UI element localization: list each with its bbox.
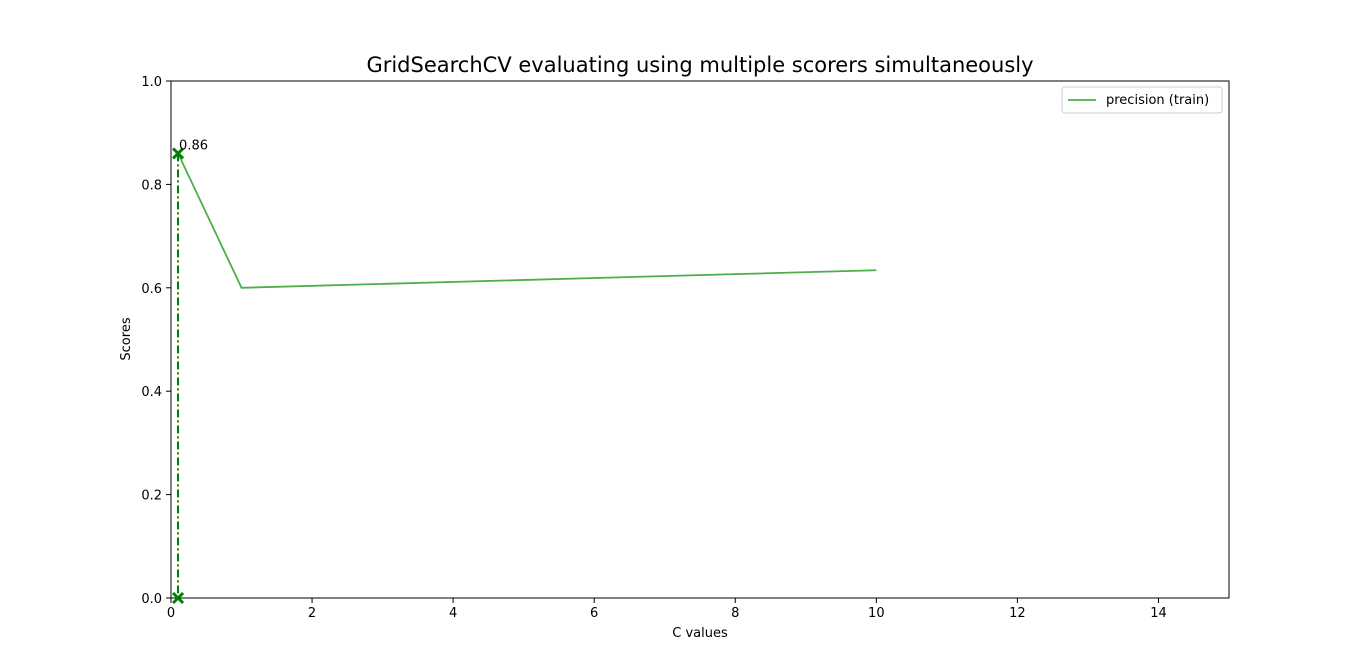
x-tick-label: 4 <box>449 606 457 621</box>
best-score-marker <box>171 147 185 160</box>
y-tick-label: 0.6 <box>141 282 162 297</box>
plot-area <box>170 80 1230 599</box>
x-tick-label: 6 <box>590 606 598 621</box>
x-tick-label: 0 <box>167 606 175 621</box>
x-axis-label: C values <box>672 626 728 641</box>
series-line-0 <box>177 152 877 289</box>
plot-frame <box>170 80 1230 599</box>
y-tick-label: 0.2 <box>141 489 162 504</box>
y-tick-label: 1.0 <box>141 75 162 90</box>
best-score-base-marker <box>171 591 185 605</box>
legend-box <box>1061 86 1223 114</box>
y-tick-label: 0.8 <box>141 178 162 193</box>
x-tick-label: 10 <box>868 606 885 621</box>
x-tick-label: 14 <box>1150 606 1167 621</box>
series-layer <box>177 152 877 289</box>
y-tick-label: 0.4 <box>141 385 162 400</box>
best-score-label: 0.86 <box>179 138 208 153</box>
x-tick-label: 8 <box>731 606 739 621</box>
y-tick-label: 0.0 <box>141 592 162 607</box>
x-axis-ticks: 0 2 4 6 8 10 12 14 <box>167 598 1167 621</box>
y-axis-ticks: 0.0 0.2 0.4 0.6 0.8 1.0 <box>141 75 171 607</box>
legend-entry: precision (train) <box>1106 93 1209 108</box>
x-tick-label: 2 <box>308 606 316 621</box>
y-axis-label: Scores <box>119 317 134 360</box>
chart-title: GridSearchCV evaluating using multiple s… <box>366 53 1033 77</box>
legend: precision (train) <box>1061 86 1223 114</box>
best-marker-layer: 0.86 <box>171 138 208 605</box>
x-tick-label: 12 <box>1009 606 1026 621</box>
